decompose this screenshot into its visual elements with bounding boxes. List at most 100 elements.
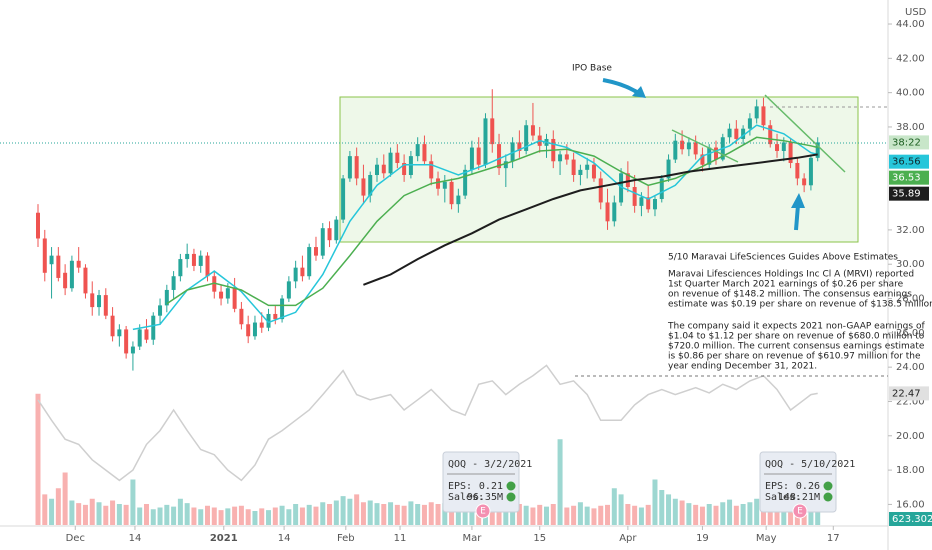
candle-body	[124, 329, 129, 354]
candle-body	[246, 324, 251, 337]
candle-body	[361, 178, 366, 196]
x-tick-label: 11	[394, 533, 407, 544]
volume-bar	[754, 498, 760, 525]
volume-bar	[584, 506, 590, 525]
status-icon	[506, 492, 516, 502]
eps-label: EPS:	[765, 481, 789, 492]
volume-label-bg	[889, 512, 932, 526]
sales-label: Sales:	[448, 492, 484, 503]
volume-bar	[496, 500, 502, 525]
volume-bar	[550, 504, 556, 525]
candle-body	[571, 159, 576, 175]
y-tick-label: 38.00	[896, 122, 925, 133]
volume-bar	[347, 498, 353, 525]
marks	[35, 89, 821, 525]
candle-body	[191, 253, 196, 266]
volume-bar	[381, 504, 387, 525]
candle-body	[280, 298, 285, 320]
rs-label-bg	[889, 386, 929, 401]
volume-bar	[632, 505, 638, 525]
x-tick-label: Mar	[462, 533, 482, 544]
candle-body	[76, 260, 81, 268]
volume-bar	[279, 505, 285, 525]
volume-bar	[55, 488, 61, 525]
candle-body	[788, 142, 793, 163]
volume-bar	[157, 507, 163, 525]
countdown-label-bg	[889, 135, 929, 150]
candle-body	[347, 156, 352, 179]
annotations-over: IPO Base 5/10 Maravai LifeSciences Guide…	[0, 64, 898, 377]
candle-body	[63, 272, 68, 289]
volume-bar	[523, 505, 529, 525]
volume-bar	[313, 506, 319, 525]
candle-body	[49, 255, 54, 265]
volume-bar	[110, 500, 116, 525]
volume-bar	[611, 488, 617, 525]
moving-average	[363, 153, 818, 286]
volume-bar	[259, 508, 265, 525]
candle-body	[497, 144, 502, 169]
candle-body	[266, 313, 271, 328]
x-tick-label: 19	[696, 533, 709, 544]
volume-bar	[781, 502, 787, 525]
eps-value: 0.21	[479, 481, 503, 492]
volume-bar	[184, 503, 190, 525]
volume-bar	[225, 508, 231, 525]
news-title: 5/10 Maravai LifeSciences Guides Above E…	[668, 253, 898, 263]
eps-label: EPS:	[448, 481, 472, 492]
y-tick-label: 22.00	[896, 396, 925, 407]
volume-bar	[327, 504, 333, 525]
candle-body	[625, 173, 630, 188]
candle-body	[517, 142, 522, 151]
candle-body	[476, 147, 481, 165]
news-line: The company said it expects 2021 non-GAA…	[667, 322, 925, 332]
candle-body	[598, 178, 603, 203]
moving-average	[132, 124, 818, 331]
y-tick-label: 24.00	[896, 362, 925, 373]
candle-body	[442, 181, 447, 189]
y-tick-label: 20.00	[896, 431, 925, 442]
volume-bar	[564, 507, 570, 525]
candle-body	[368, 175, 373, 196]
y-tick-label: 18.00	[896, 465, 925, 476]
volume-bar	[198, 509, 204, 525]
volume-bar	[720, 502, 726, 525]
candle-body	[700, 154, 705, 165]
volume-bar	[164, 504, 170, 525]
candle-body	[144, 329, 149, 340]
candle-body	[402, 162, 407, 175]
ipo-label: IPO Base	[572, 64, 612, 74]
currency: USD	[905, 7, 927, 18]
eps-value: 0.26	[796, 481, 820, 492]
volume-bar	[747, 502, 753, 525]
volume-bar	[666, 494, 672, 525]
volume-bar	[788, 500, 794, 525]
candle-body	[612, 202, 617, 222]
volume-bar	[598, 505, 604, 525]
volume-bar	[442, 503, 448, 525]
annotations-under	[339, 96, 859, 243]
candle-body	[69, 260, 74, 289]
volume-bar	[455, 502, 461, 525]
news: Maravai Lifesciences Holdings Inc Cl A (…	[667, 270, 932, 372]
candle-body	[320, 228, 325, 256]
volume-bar	[713, 505, 719, 525]
news-line: 1st Quarter March 2021 earnings of $0.26…	[668, 280, 904, 290]
candle-body	[802, 178, 807, 186]
volume-bar	[89, 498, 95, 525]
earnings-title: QOQ - 3/2/2021	[448, 459, 532, 470]
candle-body	[354, 156, 359, 179]
candle-body	[313, 247, 318, 256]
volume-bar	[137, 507, 143, 525]
volume-bar	[727, 499, 733, 525]
candle-body	[205, 255, 210, 277]
volume-bar	[130, 479, 136, 525]
volume-bar	[218, 510, 224, 525]
candle-body	[286, 281, 291, 299]
y-tick-label: 44.00	[896, 19, 925, 30]
volume-bar	[320, 502, 326, 525]
volume-bar	[143, 504, 149, 525]
volume-bar	[557, 439, 563, 525]
price-label: 36.53	[892, 173, 921, 184]
